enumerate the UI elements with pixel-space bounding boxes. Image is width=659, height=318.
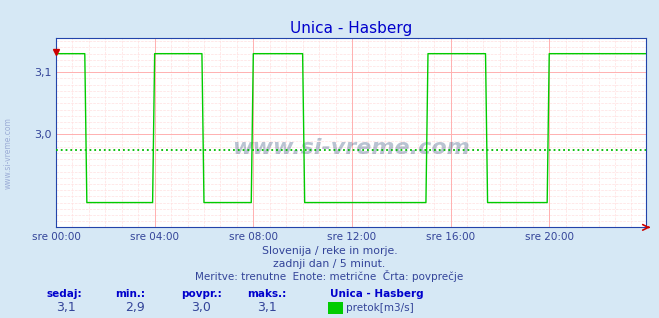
Text: pretok[m3/s]: pretok[m3/s] (346, 303, 414, 313)
Text: 2,9: 2,9 (125, 301, 145, 314)
Text: povpr.:: povpr.: (181, 289, 222, 299)
Text: Meritve: trenutne  Enote: metrične  Črta: povprečje: Meritve: trenutne Enote: metrične Črta: … (195, 270, 464, 282)
Text: Unica - Hasberg: Unica - Hasberg (330, 289, 423, 299)
Text: Slovenija / reke in morje.: Slovenija / reke in morje. (262, 246, 397, 256)
Text: zadnji dan / 5 minut.: zadnji dan / 5 minut. (273, 259, 386, 269)
Text: min.:: min.: (115, 289, 146, 299)
Text: maks.:: maks.: (247, 289, 287, 299)
Title: Unica - Hasberg: Unica - Hasberg (290, 21, 412, 36)
Text: 3,0: 3,0 (191, 301, 211, 314)
Text: www.si-vreme.com: www.si-vreme.com (3, 117, 13, 189)
Text: www.si-vreme.com: www.si-vreme.com (232, 138, 470, 158)
Text: 3,1: 3,1 (257, 301, 277, 314)
Text: sedaj:: sedaj: (46, 289, 82, 299)
Text: 3,1: 3,1 (56, 301, 76, 314)
